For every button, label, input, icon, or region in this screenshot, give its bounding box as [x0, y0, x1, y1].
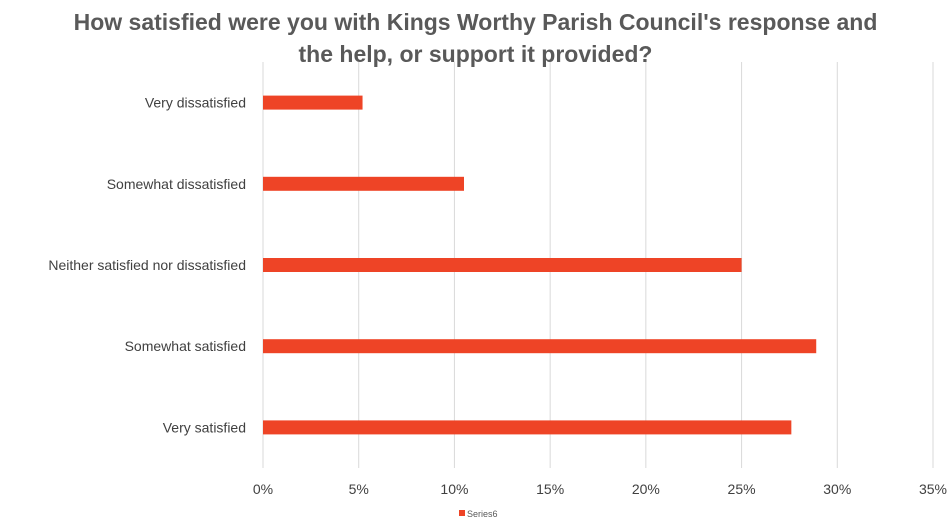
- category-label: Very satisfied: [163, 419, 246, 435]
- x-tick-label: 30%: [823, 481, 851, 497]
- x-tick-label: 25%: [728, 481, 756, 497]
- bar: [263, 420, 792, 435]
- chart-title-line-2: the help, or support it provided?: [298, 41, 653, 67]
- x-tick-label: 10%: [440, 481, 468, 497]
- bar: [263, 258, 742, 272]
- chart-title-line-1: How satisfied were you with Kings Worthy…: [73, 9, 878, 35]
- category-label: Somewhat dissatisfied: [107, 176, 246, 192]
- bar: [263, 95, 363, 110]
- category-label: Somewhat satisfied: [125, 338, 246, 354]
- category-label: Very dissatisfied: [145, 95, 246, 111]
- legend-label: Series6: [467, 509, 498, 519]
- x-tick-label: 15%: [536, 481, 564, 497]
- legend-swatch: [459, 510, 465, 516]
- x-tick-label: 35%: [919, 481, 947, 497]
- category-label: Neither satisfied nor dissatisfied: [48, 257, 246, 273]
- x-tick-label: 0%: [253, 481, 273, 497]
- x-tick-label: 5%: [349, 481, 369, 497]
- chart-title: How satisfied were you with Kings Worthy…: [0, 6, 951, 70]
- bar: [263, 339, 817, 354]
- bar: [263, 176, 464, 191]
- x-tick-label: 20%: [632, 481, 660, 497]
